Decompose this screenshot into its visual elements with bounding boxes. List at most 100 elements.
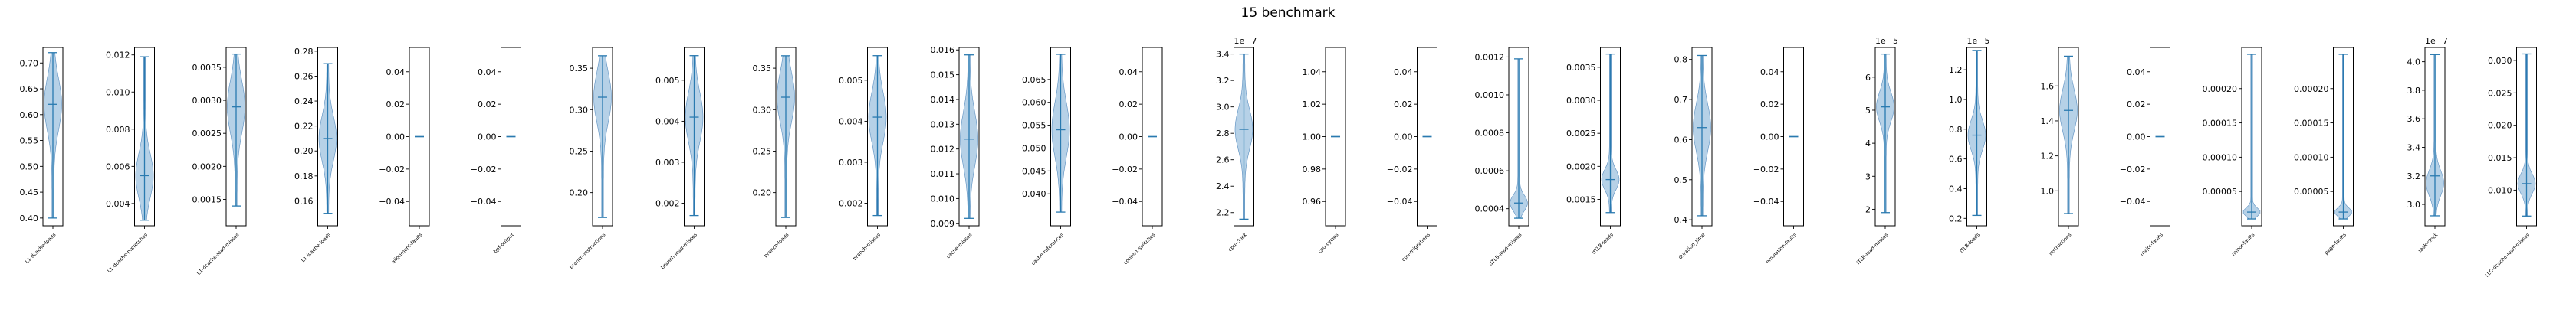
y-tick-label: 0.014 xyxy=(931,95,955,105)
y-tick-label: 0.02 xyxy=(2127,100,2146,109)
violin-panel: 0.040 0.045 0.050 0.055 0.060 0.065 cache-refe… xyxy=(1022,47,1071,266)
violin-panel: 0.0015 0.0020 0.0025 0.0030 0.0035 L1-dcache-… xyxy=(192,47,247,276)
violin-panel: 0.00005 0.00010 0.00015 0.00020 minor-faults xyxy=(2203,47,2262,257)
violin-panel: 1.0 1.2 1.4 1.6 instructions xyxy=(2041,47,2079,256)
y-tick-label: 0.26 xyxy=(294,71,314,81)
violin-panel: 0.96 0.98 1.00 1.02 1.04 cpu-cycles xyxy=(1303,47,1346,255)
y-tick-label: 0.015 xyxy=(2488,153,2512,163)
y-tick-label: 0.4 xyxy=(1949,184,1963,194)
y-tick-label: 2.2 xyxy=(1216,208,1230,218)
axis-offset-label: 1e−5 xyxy=(1967,36,1990,46)
violin-panel: −0.04 −0.02 0.00 0.02 0.04 bpf-output xyxy=(471,47,521,255)
violin-panel: 0.16 0.18 0.20 0.22 0.24 0.26 0.28 L1-icache-lo… xyxy=(294,47,338,263)
x-tick-label: cpu-clock xyxy=(1227,232,1248,253)
y-tick-label: 0.25 xyxy=(570,146,589,156)
x-tick-label: cpu-migrations xyxy=(1401,231,1432,263)
y-tick-label: 3.0 xyxy=(1216,103,1230,113)
y-tick-label: 0.20 xyxy=(753,188,772,198)
violin-panel: 0.009 0.010 0.011 0.012 0.013 0.014 0.015 0.016… xyxy=(931,45,980,259)
y-tick-label: 0.020 xyxy=(2488,121,2512,131)
y-tick-label: 0.30 xyxy=(753,105,772,115)
y-tick-label: 0.04 xyxy=(1760,67,1779,77)
y-tick-label: 0.00020 xyxy=(2203,84,2238,94)
y-tick-label: 0.2 xyxy=(1949,214,1963,224)
y-tick-label: 0.28 xyxy=(294,47,314,57)
y-tick-label: 0.003 xyxy=(656,158,680,168)
y-tick-label: 0.60 xyxy=(20,110,39,120)
y-tick-label: 0.00 xyxy=(386,132,406,142)
y-tick-label: 1.2 xyxy=(2041,152,2055,162)
y-tick-label: 0.045 xyxy=(1022,166,1046,176)
y-tick-label: 0.013 xyxy=(931,119,955,129)
x-tick-label: LLC-dcache-load-misses xyxy=(2484,231,2532,279)
y-tick-label: −0.02 xyxy=(1112,165,1138,175)
axis-offset-label: 1e−5 xyxy=(1875,36,1898,46)
y-tick-label: 0.012 xyxy=(931,145,955,155)
y-tick-label: 0.006 xyxy=(106,162,130,171)
y-tick-label: 0.04 xyxy=(478,67,497,77)
x-tick-label: L1-dcache-prefetches xyxy=(106,231,149,274)
y-tick-label: 0.010 xyxy=(106,87,130,97)
y-tick-label: 0.00020 xyxy=(2294,84,2329,94)
y-tick-label: 0.030 xyxy=(2488,56,2512,66)
y-tick-label: 2 xyxy=(1865,204,1871,214)
violin-panel: 0.20 0.25 0.30 0.35 branch-loads xyxy=(753,47,797,259)
y-tick-label: −0.04 xyxy=(379,197,405,207)
y-tick-label: 0.7 xyxy=(1674,95,1688,105)
y-tick-label: 5 xyxy=(1865,106,1871,116)
y-tick-label: 1.0 xyxy=(1949,95,1963,105)
y-tick-label: 0.24 xyxy=(294,96,314,106)
y-tick-label: 0.025 xyxy=(2488,88,2512,98)
y-tick-label: 0.004 xyxy=(106,199,130,209)
x-tick-label: dTLB-loads xyxy=(1591,231,1615,255)
y-tick-label: 3.4 xyxy=(2407,142,2421,152)
y-tick-label: 1.2 xyxy=(1949,65,1963,75)
y-tick-label: −0.02 xyxy=(379,165,405,175)
y-tick-label: 0.0030 xyxy=(1566,96,1596,106)
y-tick-label: 0.00015 xyxy=(2294,119,2329,129)
violin-panel: 0.002 0.003 0.004 0.005 branch-load-misses xyxy=(656,47,705,270)
y-tick-label: 0.20 xyxy=(294,146,314,156)
y-tick-label: 0.0035 xyxy=(1566,63,1596,73)
y-tick-label: 0.45 xyxy=(20,188,39,197)
y-tick-label: 0.35 xyxy=(753,64,772,73)
y-tick-label: 0.02 xyxy=(386,100,406,109)
y-tick-label: 0.0020 xyxy=(1566,162,1596,171)
violin-panel: 0.4 0.5 0.6 0.7 0.8 duration_time xyxy=(1674,47,1713,260)
y-tick-label: 3.2 xyxy=(2407,171,2421,181)
y-tick-label: 2.6 xyxy=(1216,155,1230,165)
y-tick-label: 3.2 xyxy=(1216,76,1230,86)
y-tick-label: 0.005 xyxy=(839,76,863,86)
y-tick-label: 3.8 xyxy=(2407,86,2421,96)
violin-panel: −0.04 −0.02 0.00 0.02 0.04 context-switches xyxy=(1112,47,1163,266)
axis-offset-label: 1e−7 xyxy=(1234,36,1257,46)
y-tick-label: 0.00 xyxy=(1760,132,1779,142)
violin-panel: 0.40 0.45 0.50 0.55 0.60 0.65 0.70 L1-dcache-lo… xyxy=(20,47,64,265)
y-tick-label: 0.010 xyxy=(2488,185,2512,195)
y-tick-label: 0.065 xyxy=(1022,75,1046,85)
y-tick-label: 2.4 xyxy=(1216,181,1230,191)
x-tick-label: branch-misses xyxy=(852,231,882,261)
violin-panel: 2.2 2.4 2.6 2.8 3.0 3.2 3.4 1e−7 cpu-clock xyxy=(1216,36,1257,253)
y-tick-label: −0.04 xyxy=(1753,197,1779,207)
y-tick-label: 0.0030 xyxy=(192,96,222,106)
y-tick-label: 1.04 xyxy=(1303,67,1322,77)
y-tick-label: 3.4 xyxy=(1216,50,1230,60)
y-tick-label: 0.0012 xyxy=(1475,52,1505,62)
y-tick-label: 0.0004 xyxy=(1475,204,1505,214)
violin-panel: −0.04 −0.02 0.00 0.02 0.04 alignment-faults xyxy=(379,47,430,265)
y-tick-label: 0.00005 xyxy=(2294,187,2329,197)
x-tick-label: branch-instructions xyxy=(568,231,607,270)
x-tick-label: task-clock xyxy=(2417,232,2440,254)
y-tick-label: 0.04 xyxy=(386,67,406,77)
y-tick-label: 0.02 xyxy=(1394,100,1413,109)
violin-panel: 0.0015 0.0020 0.0025 0.0030 0.0035 dTLB-loads xyxy=(1566,47,1621,256)
y-tick-label: 0.50 xyxy=(20,162,39,171)
y-tick-label: 0.0015 xyxy=(1566,194,1596,204)
y-tick-label: 3 xyxy=(1865,171,1871,181)
y-tick-label: −0.04 xyxy=(2120,197,2146,207)
violin-panel: 0.20 0.25 0.30 0.35 branch-instructions xyxy=(568,47,613,270)
y-tick-label: 0.011 xyxy=(931,169,955,179)
